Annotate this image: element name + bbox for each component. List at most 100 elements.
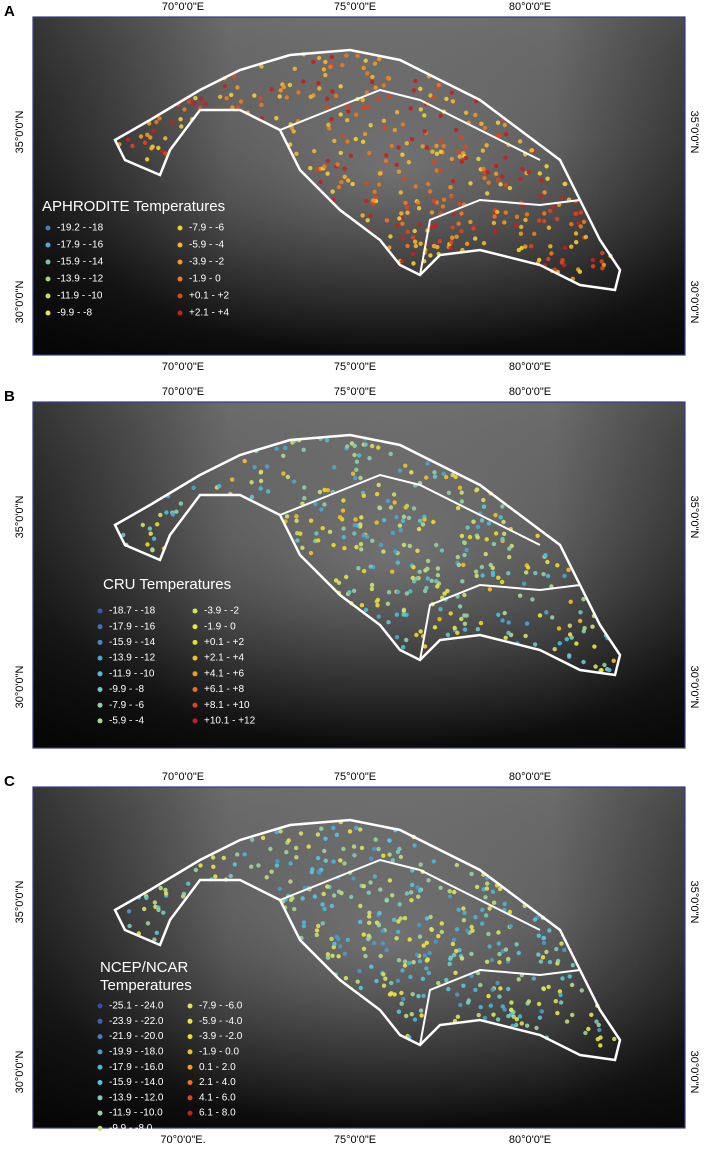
station-dot xyxy=(456,221,461,226)
station-dot xyxy=(486,180,491,185)
panel-letter: A xyxy=(4,3,15,20)
station-dot xyxy=(530,597,535,602)
station-dot xyxy=(539,178,544,183)
legend-label: 4.1 - 6.0 xyxy=(199,1092,236,1103)
legend-swatch xyxy=(192,608,198,614)
station-dot xyxy=(478,620,484,626)
station-dot xyxy=(524,621,530,626)
station-dot xyxy=(418,86,423,92)
station-dot xyxy=(493,531,499,536)
station-dot xyxy=(401,514,407,519)
station-dot xyxy=(404,591,410,596)
station-dot xyxy=(367,914,372,919)
station-dot xyxy=(498,986,503,991)
station-dot xyxy=(426,878,431,883)
legend-label: -9.9 - -8 xyxy=(57,308,92,319)
station-dot xyxy=(457,485,463,490)
station-dot xyxy=(158,885,163,891)
longitude-label: 75°0'0"E xyxy=(334,1,376,13)
station-dot xyxy=(446,490,452,495)
station-dot xyxy=(284,514,290,519)
station-dot xyxy=(459,616,464,622)
station-dot xyxy=(258,486,263,491)
station-dot xyxy=(456,907,461,912)
station-dot xyxy=(365,71,370,76)
station-dot xyxy=(433,223,438,228)
station-dot xyxy=(447,961,452,967)
station-dot xyxy=(586,1026,591,1032)
station-dot xyxy=(322,487,327,493)
map-frame xyxy=(32,786,686,1129)
station-dot xyxy=(554,216,560,222)
station-dot xyxy=(479,518,485,523)
station-dot xyxy=(390,530,396,536)
station-dot xyxy=(364,90,369,95)
station-dot xyxy=(178,117,183,122)
station-dot xyxy=(384,947,389,953)
station-dot xyxy=(548,244,553,249)
station-dot xyxy=(433,939,438,944)
station-dot xyxy=(562,181,567,187)
station-dot xyxy=(340,133,345,139)
station-dot xyxy=(590,264,596,269)
station-dot xyxy=(336,580,342,585)
station-dot xyxy=(503,132,509,137)
station-dot xyxy=(401,542,407,548)
legend-swatch xyxy=(187,1049,193,1055)
station-dot xyxy=(343,976,349,981)
station-dot xyxy=(439,921,444,926)
station-dot xyxy=(424,585,429,591)
station-dot xyxy=(258,478,264,484)
station-dot xyxy=(425,558,431,564)
station-dot xyxy=(357,919,363,925)
legend-swatch xyxy=(187,1034,193,1040)
station-dot xyxy=(546,984,551,990)
legend-label: -7.9 - -6.0 xyxy=(199,1001,243,1012)
station-dot xyxy=(249,494,255,500)
map-panel: A 70°0'0"E 75°0'0"E 80°0'0"E 70°0'0"E 75°0'0"… xyxy=(4,1,700,373)
station-dot xyxy=(319,507,324,512)
longitude-label: 75°0'0"E xyxy=(334,1134,376,1146)
station-dot xyxy=(338,112,343,117)
station-dot xyxy=(341,846,346,852)
station-dot xyxy=(292,906,297,912)
station-dot xyxy=(312,148,317,154)
station-dot xyxy=(484,886,490,891)
station-dot xyxy=(490,889,496,894)
station-dot xyxy=(491,900,497,905)
station-dot xyxy=(369,79,375,85)
station-dot xyxy=(459,533,465,539)
legend-swatch xyxy=(97,1049,103,1055)
station-dot xyxy=(507,554,512,560)
station-dot xyxy=(145,132,150,137)
latitude-label: 35°0'0"N xyxy=(688,881,700,924)
legend-swatch xyxy=(177,276,183,282)
station-dot xyxy=(514,1017,519,1022)
station-dot xyxy=(600,266,605,271)
station-dot xyxy=(526,999,532,1004)
legend-swatch xyxy=(45,225,51,231)
station-dot xyxy=(331,859,336,864)
station-dot xyxy=(193,867,199,873)
station-dot xyxy=(555,1010,560,1016)
station-dot xyxy=(607,667,612,673)
station-dot xyxy=(438,113,443,119)
station-dot xyxy=(486,521,492,526)
station-dot xyxy=(314,531,319,536)
station-dot xyxy=(346,178,351,183)
station-dot xyxy=(191,485,196,490)
station-dot xyxy=(250,837,255,842)
station-dot xyxy=(496,941,501,946)
station-dot xyxy=(381,983,387,988)
station-dot xyxy=(503,182,508,187)
station-dot xyxy=(364,198,369,204)
station-dot xyxy=(163,151,168,156)
station-dot xyxy=(368,880,373,885)
station-dot xyxy=(553,999,558,1004)
station-dot xyxy=(564,1019,570,1024)
station-dot xyxy=(390,893,395,898)
station-dot xyxy=(163,891,169,896)
station-dot xyxy=(514,942,519,947)
station-dot xyxy=(363,58,368,63)
station-dot xyxy=(357,968,362,974)
